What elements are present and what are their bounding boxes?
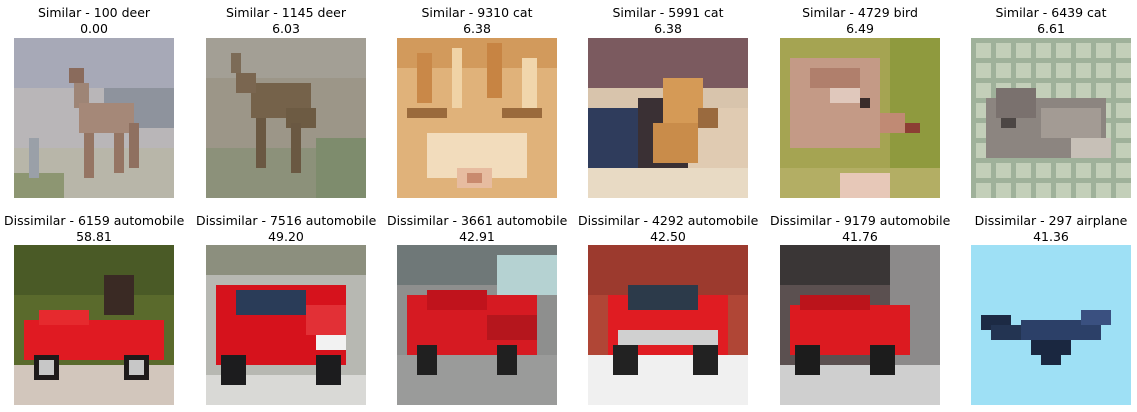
- panel-title: Dissimilar - 6159 automobile 58.81: [4, 213, 184, 245]
- panel-title: Dissimilar - 4292 automobile 42.50: [578, 213, 758, 245]
- panel-title: Dissimilar - 9179 automobile 41.76: [770, 213, 950, 245]
- cat-face-thumbnail: [397, 38, 557, 198]
- red-car-thumbnail: [588, 245, 748, 405]
- panel-label: Dissimilar - 6159 automobile: [4, 213, 185, 228]
- panel-title: Dissimilar - 3661 automobile 42.91: [387, 213, 567, 245]
- panel-label: Similar - 100 deer: [37, 5, 151, 20]
- deer-thumbnail: [206, 38, 366, 198]
- red-car-thumbnail: [780, 245, 940, 405]
- panel-title: Similar - 100 deer 0.00: [4, 5, 184, 37]
- panel-label: Similar - 5991 cat: [612, 5, 724, 20]
- panel-title: Similar - 1145 deer 6.03: [196, 5, 376, 37]
- bird-thumbnail: [780, 38, 940, 198]
- panel-label: Similar - 9310 cat: [421, 5, 533, 20]
- panel-title: Similar - 5991 cat 6.38: [578, 5, 758, 37]
- red-car-thumbnail: [14, 245, 174, 405]
- panel-score: 42.91: [459, 229, 495, 244]
- panel-label: Dissimilar - 4292 automobile: [578, 213, 759, 228]
- panel-score: 49.20: [268, 229, 304, 244]
- panel-score: 6.38: [463, 21, 491, 36]
- panel-label: Similar - 4729 bird: [802, 5, 918, 20]
- panel-label: Dissimilar - 297 airplane: [974, 213, 1128, 228]
- panel-label: Similar - 6439 cat: [995, 5, 1107, 20]
- panel-title: Similar - 9310 cat 6.38: [387, 5, 567, 37]
- panel-label: Similar - 1145 deer: [225, 5, 347, 20]
- panel-title: Dissimilar - 297 airplane 41.36: [961, 213, 1137, 245]
- panel-title: Similar - 4729 bird 6.49: [770, 5, 950, 37]
- panel-score: 41.36: [1033, 229, 1069, 244]
- panel-score: 41.76: [842, 229, 878, 244]
- red-car-thumbnail: [206, 245, 366, 405]
- cat-thumbnail: [588, 38, 748, 198]
- panel-score: 6.03: [272, 21, 300, 36]
- panel-score: 6.49: [846, 21, 874, 36]
- panel-label: Dissimilar - 3661 automobile: [387, 213, 568, 228]
- panel-score: 0.00: [80, 21, 108, 36]
- similar-row: Similar - 100 deer 0.00 Similar - 1145: [4, 5, 1137, 198]
- panel-score: 42.50: [650, 229, 686, 244]
- dissimilar-row: Dissimilar - 6159 automobile 58.81 Dissi…: [0, 206, 1137, 412]
- panel-title: Similar - 6439 cat 6.61: [961, 5, 1137, 37]
- panel-score: 6.61: [1037, 21, 1065, 36]
- cat-thumbnail: [971, 38, 1131, 198]
- deer-thumbnail: [14, 38, 174, 198]
- panel-label: Dissimilar - 7516 automobile: [196, 213, 377, 228]
- panel-score: 58.81: [76, 229, 112, 244]
- panel-label: Dissimilar - 9179 automobile: [770, 213, 951, 228]
- panel-score: 6.38: [654, 21, 682, 36]
- airplane-thumbnail: [971, 245, 1131, 405]
- panel-title: Dissimilar - 7516 automobile 49.20: [196, 213, 376, 245]
- red-car-thumbnail: [397, 245, 557, 405]
